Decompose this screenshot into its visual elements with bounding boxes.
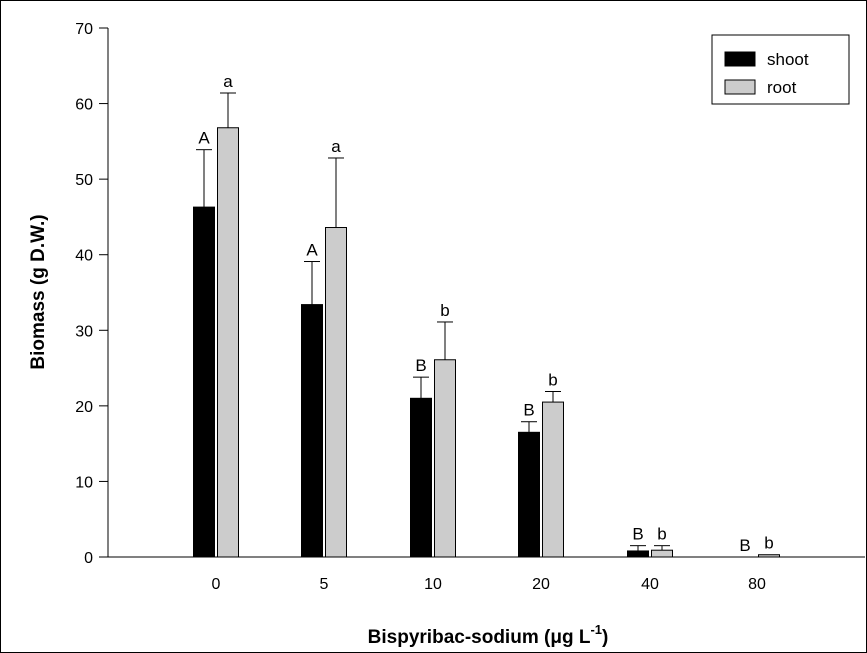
significance-letter-root: b — [440, 301, 449, 320]
bar-shoot — [193, 206, 215, 558]
x-tick-label: 20 — [532, 576, 550, 593]
bar-root — [325, 227, 347, 558]
bar-shoot — [301, 304, 323, 558]
x-axis-title-superscript: -1 — [590, 622, 602, 637]
x-tick-label: 40 — [641, 576, 659, 593]
bar-root — [434, 359, 456, 558]
bars — [193, 127, 780, 558]
x-tick-label: 5 — [320, 576, 329, 593]
error-bars — [196, 92, 670, 551]
legend-swatch-shoot — [724, 51, 756, 67]
y-tick-label: 40 — [75, 248, 93, 265]
y-tick-label: 30 — [75, 323, 93, 340]
significance-letter-shoot: B — [415, 356, 426, 375]
y-tick-label: 10 — [75, 474, 93, 491]
y-tick-label: 60 — [75, 97, 93, 114]
legend-label-shoot: shoot — [767, 50, 809, 69]
x-tick-label: 10 — [424, 576, 442, 593]
significance-letter-root: a — [223, 72, 233, 91]
legend-swatch-root — [724, 79, 756, 95]
y-tick-label: 20 — [75, 399, 93, 416]
significance-letter-shoot: B — [523, 401, 534, 420]
bar-root — [758, 554, 780, 558]
y-axis-ticks: 0 10 20 30 40 50 60 70 — [75, 21, 108, 567]
legend: shoot root — [711, 34, 850, 105]
x-axis-ticks: 0 5 10 20 40 80 — [212, 576, 766, 593]
bar-shoot — [518, 431, 540, 558]
significance-letter-root: b — [657, 525, 666, 544]
significance-letter-root: a — [331, 137, 341, 156]
x-tick-label: 80 — [748, 576, 766, 593]
y-tick-label: 70 — [75, 21, 93, 38]
significance-letter-shoot: B — [632, 525, 643, 544]
legend-box — [711, 34, 850, 105]
bar-root — [217, 127, 239, 558]
significance-letter-root: b — [548, 370, 557, 389]
significance-letter-shoot: B — [739, 536, 750, 555]
y-tick-label: 0 — [84, 550, 93, 567]
significance-letter-shoot: A — [198, 129, 210, 148]
bar-shoot — [627, 550, 649, 558]
significance-letter-root: b — [764, 534, 773, 553]
bar-root — [542, 401, 564, 558]
y-axis-title: Biomass (g D.W.) — [28, 214, 49, 369]
significance-letters: A A B B B Ba a b b b b — [198, 72, 773, 555]
legend-label-root: root — [767, 78, 797, 97]
x-axis-title: Bispyribac-sodium (μg L-1) — [368, 622, 609, 648]
x-axis-title-close: ) — [602, 627, 608, 648]
bar-root — [651, 549, 673, 558]
x-tick-label: 0 — [212, 576, 221, 593]
bar-shoot — [410, 397, 432, 558]
x-axis-title-main: Bispyribac-sodium (μg L — [368, 627, 591, 648]
y-tick-label: 50 — [75, 172, 93, 189]
significance-letter-shoot: A — [306, 241, 318, 260]
